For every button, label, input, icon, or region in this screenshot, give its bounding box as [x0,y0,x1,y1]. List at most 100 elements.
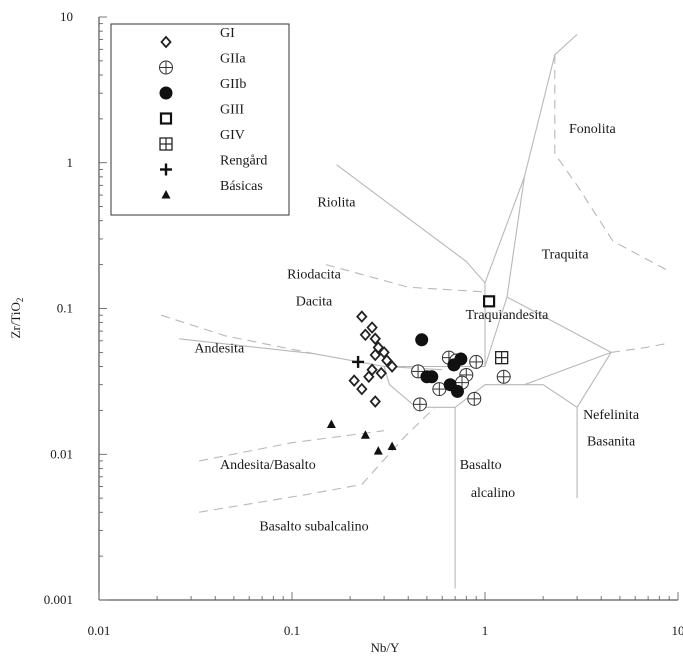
legend-label: GIV [220,128,245,143]
field-label: Andesita [194,341,245,356]
legend-item-giia: GIIa [159,52,246,75]
field-labels: Fonolita Riolita Riodacita Dacita Traquita Tr… [194,122,639,534]
field-boundary-dashed [161,314,315,355]
field-label: Traquiandesita [466,308,549,323]
legend-item-giib: GIIb [159,77,246,100]
x-tick-label: 0.1 [284,623,300,638]
data-point-giv [495,351,509,365]
field-boundary-solid [484,296,612,367]
marker-shape [386,360,398,373]
data-point-giib [450,384,464,398]
field-boundary-solid [524,351,612,386]
data-point-gi [363,370,375,384]
legend-item-giv: GIV [159,128,245,151]
legend-label: GIIb [220,77,246,92]
data-point-b-sicas [360,430,370,439]
marker-shape [159,112,173,125]
y-tick-label: 10 [60,9,73,24]
marker-shape [348,374,360,387]
marker-shape [356,382,368,396]
field-label: Nefelinita [583,408,640,423]
marker-shape [450,384,464,398]
x-tick-label: 1 [482,623,489,638]
data-point-b-sicas [373,446,383,455]
axis-ticks: 0.01 0.1 1 10 0.001 0.01 0.1 1 10 [44,9,683,638]
field-label: Traquita [542,248,590,263]
data-point-gi [356,310,368,323]
data-point-gi [359,328,372,342]
data-point-giia [469,354,484,369]
data-points [326,295,511,455]
data-point-giib [415,333,429,347]
marker-shape [373,446,383,455]
marker-shape [366,321,378,334]
data-point-gi [369,395,381,408]
legend-marker-giv [159,137,173,151]
marker-shape [356,310,368,323]
field-boundary-dashed [199,406,436,513]
legend-item-reng-rd: Rengård [160,154,267,176]
marker-shape [369,332,381,346]
y-tick-label: 0.001 [44,592,73,607]
data-point-giii [482,295,496,308]
legend-marker-b-sicas [161,190,171,199]
marker-shape [381,354,393,367]
data-point-reng-rd [352,355,365,368]
y-tick-label: 0.01 [50,446,73,461]
data-point-gi [356,382,368,396]
field-label: Riolita [317,196,356,211]
marker-shape [159,86,173,100]
data-point-gi [386,360,398,373]
y-axis-label: Zr/TiO2 [8,298,25,339]
data-point-giib [425,370,439,384]
legend-item-b-sicas: Básicas [161,179,263,199]
data-point-giia [412,397,427,412]
legend-marker-giii [159,112,173,125]
marker-shape [375,366,387,380]
y-axis-label-subscript: 2 [15,298,25,303]
field-boundary-solid [336,164,486,367]
x-tick-label: 10 [672,623,683,638]
field-boundary-dashed [611,342,670,353]
field-boundary-solid [506,176,525,298]
data-point-gi [366,321,378,334]
field-label: Basanita [587,434,636,449]
marker-shape [482,295,496,308]
field-label: Fonolita [569,122,616,137]
marker-shape [359,328,372,342]
data-point-gi [375,366,387,380]
marker-shape [387,441,397,451]
field-label: alcalino [471,486,515,501]
legend-label: Rengård [220,154,267,169]
legend-label: GIIa [220,52,246,67]
field-label: Basalto [460,458,502,473]
y-tick-label: 0.1 [57,301,73,316]
marker-shape [360,430,370,439]
data-point-gi [381,354,393,367]
marker-shape [415,333,429,347]
legend-marker-gi [160,35,172,49]
data-point-giia [496,369,511,384]
field-boundary-dashed [198,430,385,462]
marker-shape [326,419,336,428]
data-point-giib [447,358,461,372]
data-point-gi [369,348,381,362]
legend-label: Básicas [220,179,263,194]
data-point-b-sicas [326,419,336,428]
marker-shape [363,370,375,384]
field-label: Andesita/Basalto [220,458,316,473]
marker-shape [447,358,461,372]
data-point-gi [369,332,381,346]
data-point-giia [432,382,447,397]
legend-box [110,23,290,216]
marker-shape [160,35,172,49]
data-point-gi [348,374,360,387]
legend-item-gi: GI [160,26,235,49]
marker-shape [369,395,381,408]
field-boundary-dashed [554,54,670,272]
field-boundary-dashed [325,264,486,293]
legend: GI GIIa GIIb GIII GIV Rengård Básicas [110,23,290,216]
marker-shape [425,370,439,384]
x-tick-label: 0.01 [88,623,111,638]
field-label: Riodacita [287,268,341,283]
